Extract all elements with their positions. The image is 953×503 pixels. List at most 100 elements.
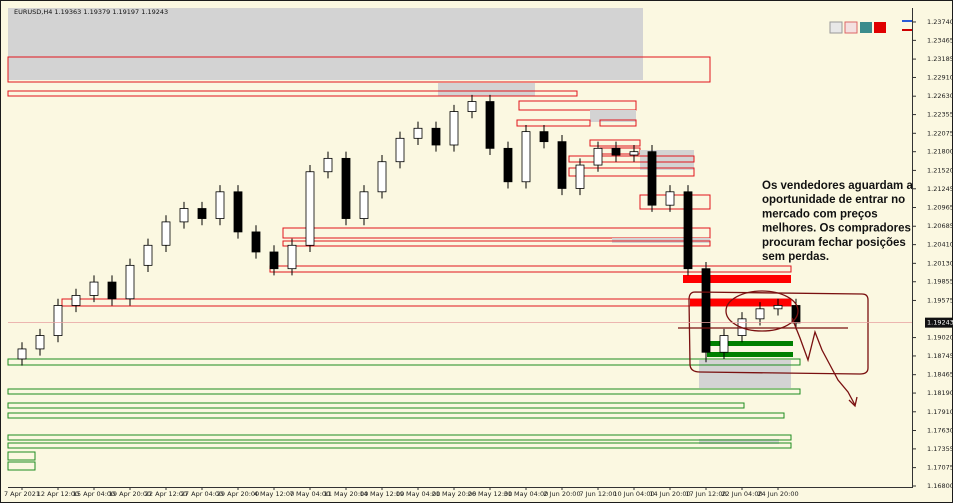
y-tick-label: 1.19020 bbox=[927, 334, 953, 342]
supply-zone bbox=[639, 194, 711, 210]
x-tick-label: 31 May 04:00 bbox=[504, 490, 549, 498]
candle-body bbox=[35, 335, 45, 350]
candle-body bbox=[17, 348, 27, 360]
y-tick-label: 1.18745 bbox=[927, 352, 953, 360]
x-tick-label: 2 Jun 20:00 bbox=[543, 490, 580, 498]
x-tick-label: 17 Jun 12:00 bbox=[685, 490, 726, 498]
icon-line bbox=[902, 29, 912, 31]
y-tick-label: 1.20965 bbox=[927, 204, 953, 212]
candle-body bbox=[647, 151, 657, 206]
candle-body bbox=[521, 131, 531, 183]
candle-body bbox=[143, 244, 153, 266]
candle-body bbox=[359, 191, 369, 219]
hand-drawn-ellipse bbox=[725, 290, 799, 332]
gray-zone bbox=[438, 83, 535, 96]
candle-body bbox=[665, 191, 675, 206]
x-tick-label: 24 Jun 20:00 bbox=[757, 490, 798, 498]
y-tick-label: 1.22630 bbox=[927, 92, 953, 100]
gray-zone bbox=[590, 110, 636, 122]
hand-drawn-box bbox=[688, 291, 869, 375]
x-tick-label: 22 Apr 12:00 bbox=[145, 490, 187, 498]
supply-zone bbox=[516, 119, 591, 127]
supply-zone bbox=[7, 90, 578, 97]
y-tick-label: 1.16800 bbox=[927, 482, 953, 490]
x-tick-label: 7 Jun 12:00 bbox=[579, 490, 616, 498]
candle-body bbox=[593, 147, 603, 166]
y-tick-label: 1.20130 bbox=[927, 259, 953, 267]
candle-body bbox=[575, 164, 585, 189]
demand-zone-filled bbox=[707, 341, 793, 346]
candle-body bbox=[233, 191, 243, 233]
color-box bbox=[829, 21, 843, 34]
supply-zone bbox=[589, 139, 641, 147]
annotation-line: procuram fechar posições bbox=[762, 237, 906, 249]
demand-zone bbox=[7, 412, 785, 419]
x-tick-label: 27 Apr 04:00 bbox=[181, 490, 223, 498]
y-tick-label: 1.21520 bbox=[927, 166, 953, 174]
annotation-line: sem perdas. bbox=[762, 251, 829, 263]
y-tick-label: 1.23185 bbox=[927, 55, 953, 63]
candle-body bbox=[467, 101, 477, 112]
candle-body bbox=[539, 131, 549, 143]
candle-body bbox=[629, 151, 639, 156]
y-tick-label: 1.17910 bbox=[927, 408, 953, 416]
y-tick-label: 1.18465 bbox=[927, 371, 953, 379]
candle-body bbox=[179, 208, 189, 223]
y-tick-label: 1.22075 bbox=[927, 129, 953, 137]
y-tick-label: 1.23740 bbox=[927, 18, 953, 26]
candle-body bbox=[89, 281, 99, 296]
y-tick-label: 1.18190 bbox=[927, 389, 953, 397]
annotation-line: Os vendedores aguardam a bbox=[762, 180, 913, 192]
supply-zone bbox=[599, 119, 637, 127]
supply-zone bbox=[568, 167, 695, 177]
demand-zone bbox=[7, 402, 745, 409]
y-tick-label: 1.17355 bbox=[927, 445, 953, 453]
x-tick-label: 19 May 04:00 bbox=[396, 490, 441, 498]
annotation-line: melhores. Os compradores bbox=[762, 223, 911, 235]
x-tick-label: 7 May 04:00 bbox=[290, 490, 330, 498]
y-tick-label: 1.21800 bbox=[927, 148, 953, 156]
candle-body bbox=[161, 221, 171, 246]
current-price-box bbox=[925, 317, 953, 328]
demand-zone bbox=[7, 451, 36, 461]
x-tick-label: 7 Apr 2021 bbox=[4, 490, 40, 498]
candle-body bbox=[215, 191, 225, 219]
supply-zone bbox=[282, 227, 711, 239]
candle-body bbox=[323, 157, 333, 173]
y-tick-label: 1.17075 bbox=[927, 464, 953, 472]
x-tick-label: 14 May 12:00 bbox=[360, 490, 405, 498]
demand-zone bbox=[7, 434, 792, 441]
color-box bbox=[874, 22, 886, 33]
hand-drawn-path bbox=[791, 317, 856, 406]
icon-line bbox=[902, 20, 912, 22]
candle-body bbox=[305, 171, 315, 246]
x-tick-label: 10 Jun 04:00 bbox=[613, 490, 654, 498]
candle-body bbox=[71, 295, 81, 306]
y-tick-label: 1.22910 bbox=[927, 73, 953, 81]
x-tick-label: 21 May 20:00 bbox=[432, 490, 477, 498]
candle-body bbox=[251, 231, 261, 253]
y-tick-label: 1.20685 bbox=[927, 222, 953, 230]
candle-body bbox=[269, 251, 279, 270]
candle-body bbox=[773, 305, 783, 310]
demand-zone-filled bbox=[707, 352, 793, 357]
y-tick-label: 1.19855 bbox=[927, 278, 953, 286]
y-tick-label: 1.22355 bbox=[927, 111, 953, 119]
x-tick-label: 19 Apr 20:00 bbox=[109, 490, 151, 498]
y-tick-label: 1.17630 bbox=[927, 427, 953, 435]
supply-zone-filled bbox=[690, 299, 791, 306]
candle-body bbox=[503, 147, 513, 183]
drawn-zones bbox=[7, 8, 801, 471]
demand-zone bbox=[7, 442, 792, 449]
candle-body bbox=[341, 157, 351, 219]
annotation: Os vendedores aguardam a oportunidade de … bbox=[762, 180, 913, 263]
toolbar-icons bbox=[829, 20, 912, 34]
gray-zone bbox=[699, 439, 779, 444]
x-tick-label: 11 May 20:00 bbox=[324, 490, 369, 498]
candle-body bbox=[485, 101, 495, 149]
time-axis-line bbox=[8, 487, 913, 488]
candle-body bbox=[107, 281, 117, 300]
candle-body bbox=[197, 208, 207, 219]
